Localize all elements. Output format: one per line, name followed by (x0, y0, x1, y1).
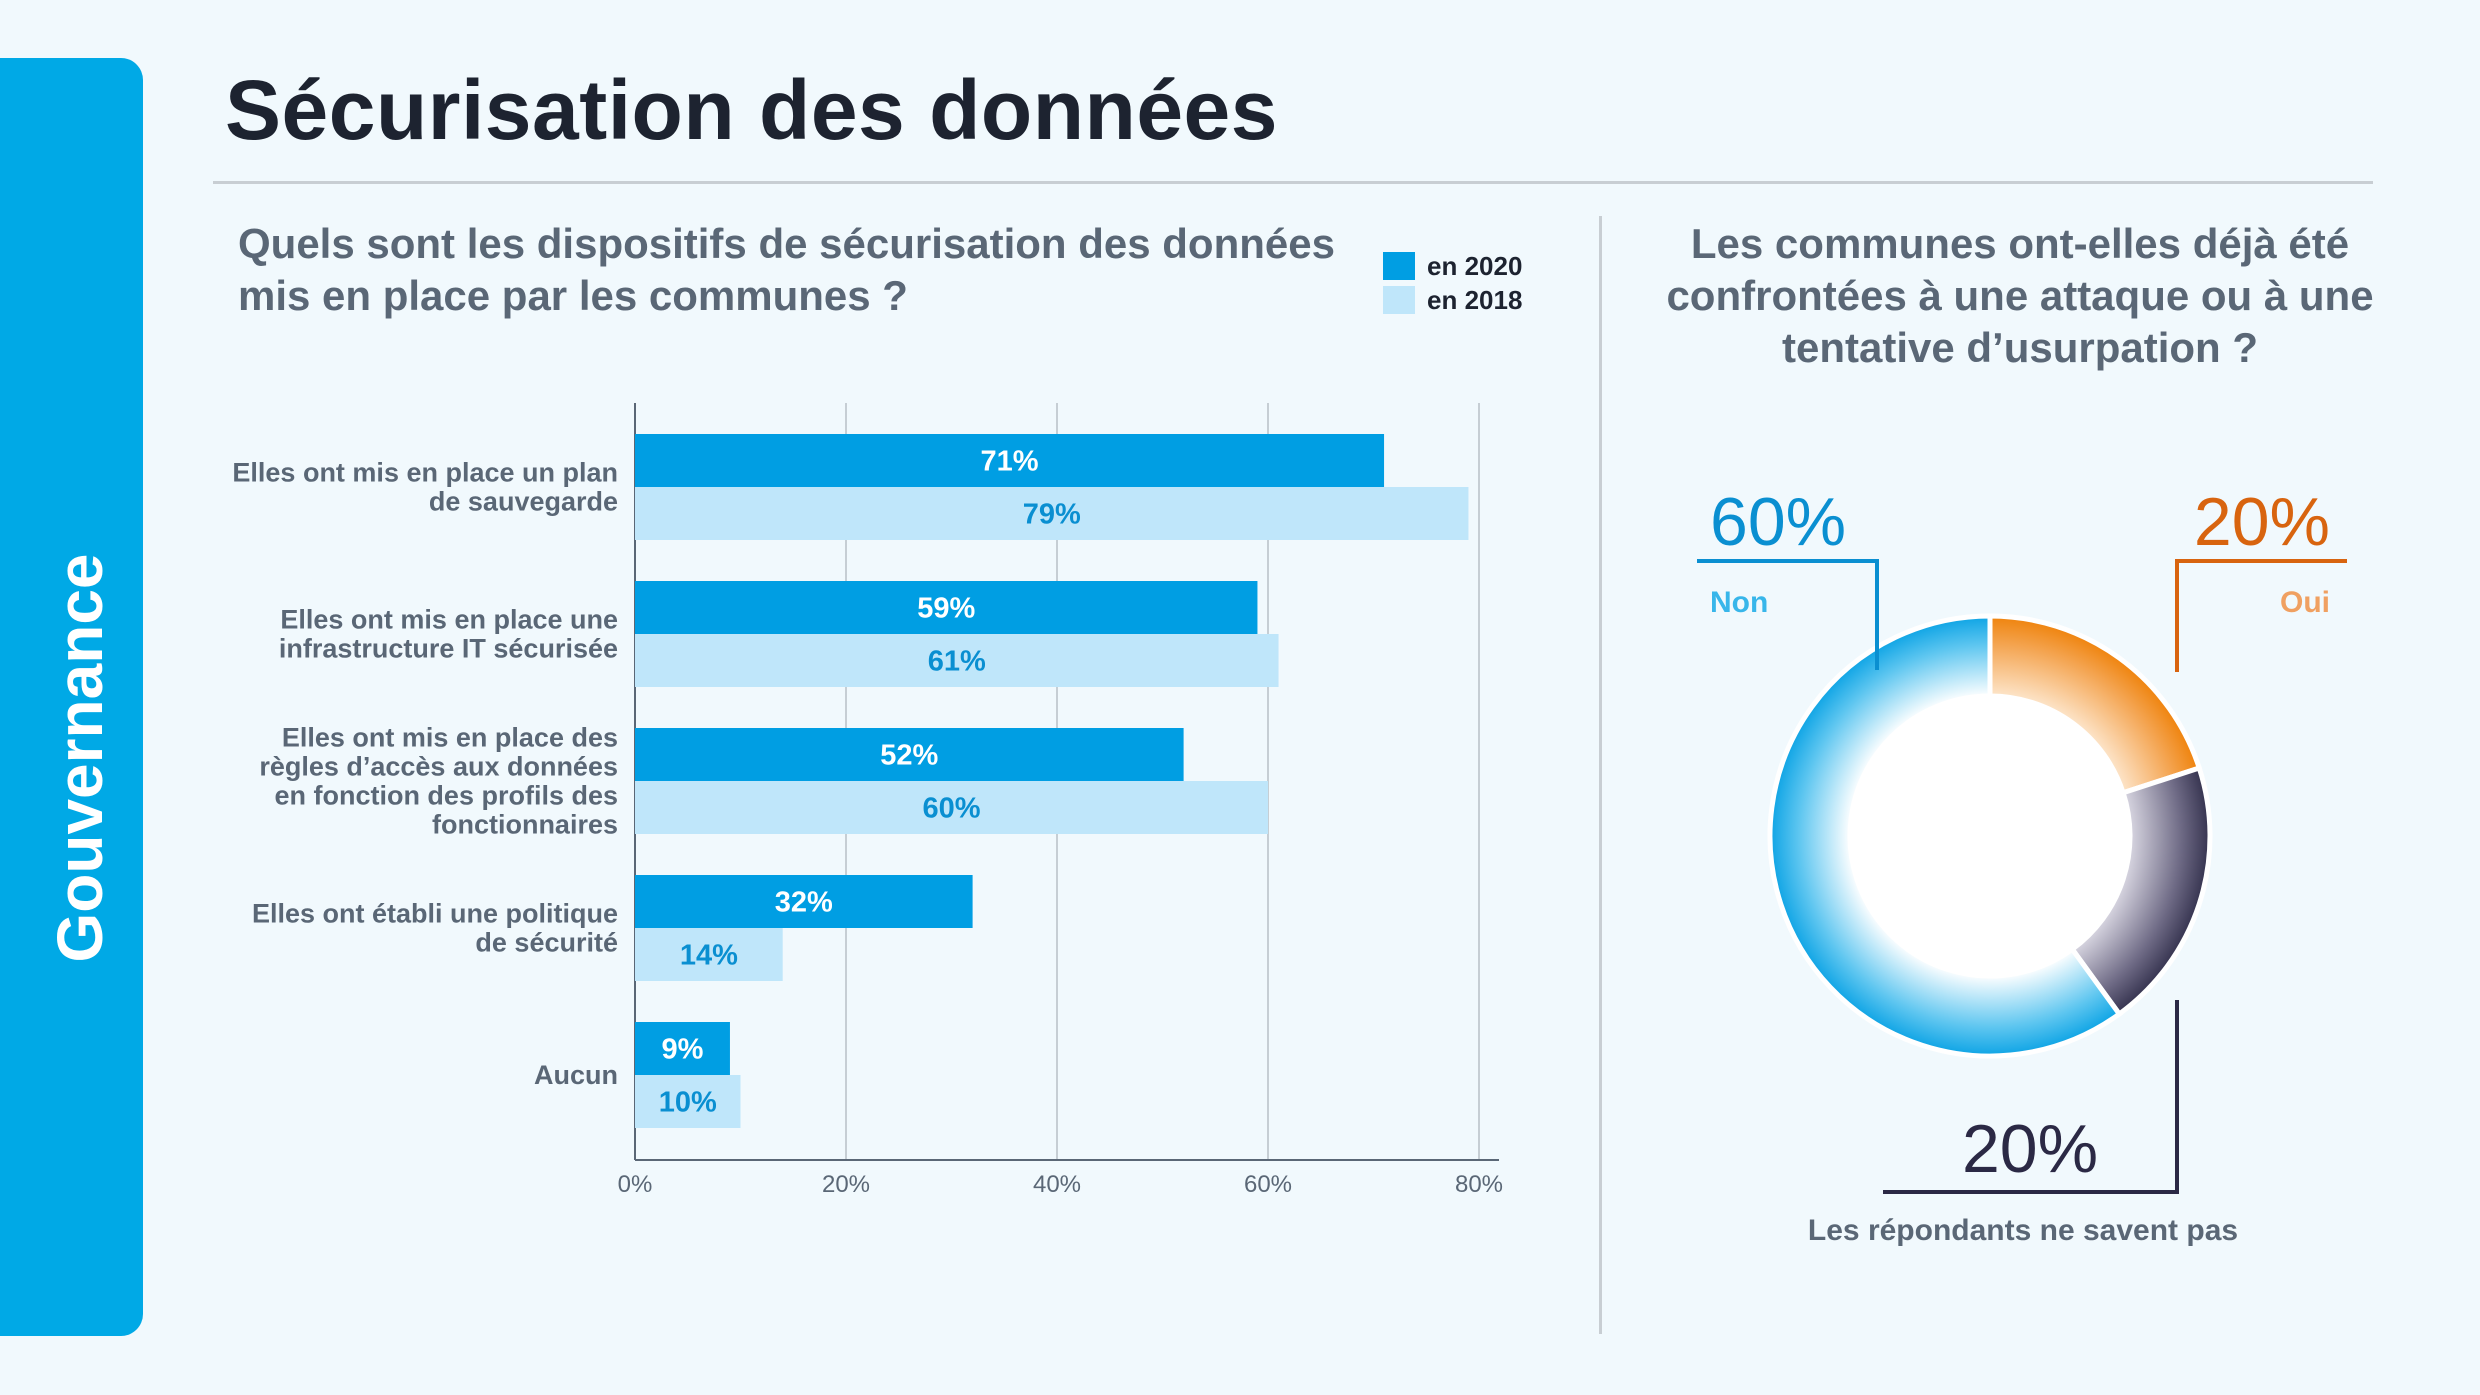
category-label-line: en fonction des profils des (274, 781, 618, 811)
bar-data-label: 71% (981, 446, 1039, 478)
section-divider (1599, 216, 1602, 1334)
callout-line-oui (2175, 559, 2347, 672)
bar-data-label: 79% (1023, 499, 1081, 531)
category-label-line: de sauvegarde (429, 487, 618, 517)
bar-en-2020 (635, 581, 1258, 634)
bar-en-2020 (635, 875, 973, 928)
bar-data-label: 60% (922, 793, 980, 825)
bar-data-label: 61% (928, 646, 986, 678)
category-label: Elles ont mis en place un plan de sauvega… (232, 458, 618, 517)
bar-data-label: 59% (917, 593, 975, 625)
donut-chart-title: Les communes ont-elles déjà été confront… (1666, 220, 2374, 371)
category-label-line: règles d’accès aux données (259, 752, 618, 782)
bar-chart-legend: en 2020 en 2018 (1383, 249, 1522, 317)
category-label: Aucun (534, 1060, 618, 1090)
legend-swatch-2020 (1383, 252, 1415, 280)
category-label-line: Elles ont mis en place un plan (232, 458, 618, 488)
pct-label-oui: 20% (2194, 484, 2330, 560)
pct-label-nsp: 20% (1962, 1111, 2098, 1187)
category-label: Elles ont établi une politique de sécurit… (252, 899, 618, 958)
category-label-line: de sécurité (475, 928, 618, 958)
donut-slice-les (2068, 764, 2213, 1018)
bar-en-2018 (635, 928, 783, 981)
slice-label-non: Non (1710, 586, 1768, 619)
bar-en-2018 (635, 781, 1268, 834)
callout-line-non (1697, 559, 1879, 670)
bar-en-2020 (635, 1022, 730, 1075)
bar-en-2018 (635, 634, 1279, 687)
title-divider (213, 181, 2373, 184)
page-title: Sécurisation des données (225, 63, 1278, 157)
donut-slice-non (1767, 613, 2123, 1059)
bar-data-label: 9% (662, 1034, 704, 1066)
legend-item-2020: en 2020 (1383, 249, 1522, 283)
donut-slice-oui (1987, 613, 2203, 796)
bar-en-2020 (635, 728, 1184, 781)
category-label-line: Elles ont établi une politique (252, 899, 618, 929)
legend-swatch-2018 (1383, 286, 1415, 314)
bar-chart-title: Quels sont les dispositifs de sécurisati… (238, 220, 1335, 319)
bar-en-2018 (635, 487, 1469, 540)
slice-label-oui: Oui (2280, 586, 2330, 619)
callout-line-nsp (1883, 1000, 2179, 1194)
pct-label-non: 60% (1710, 484, 1846, 560)
x-tick-label: 40% (1033, 1171, 1081, 1198)
bar-data-label: 32% (775, 887, 833, 919)
bar-chart: 0% 20% 40% 60% 80% 71% 79% Elles ont mis en pla… (232, 403, 1503, 1198)
legend-label-2018: en 2018 (1427, 284, 1523, 315)
legend-label-2020: en 2020 (1427, 250, 1523, 281)
category-label: Elles ont mis en place une infrastructure… (279, 605, 618, 664)
sidebar-tab: Gouvernance (0, 58, 143, 1336)
bar-en-2020 (635, 434, 1385, 487)
category-label-line: Elles ont mis en place des (282, 723, 618, 753)
bar-data-label: 14% (680, 940, 738, 972)
category-label-line: Aucun (534, 1060, 618, 1090)
x-tick-label: 60% (1244, 1171, 1292, 1198)
x-tick-label: 20% (822, 1171, 870, 1198)
donut-hole (1850, 696, 2130, 976)
category-label-line: Elles ont mis en place une (280, 605, 618, 635)
bar-data-label: 10% (659, 1087, 717, 1119)
x-tick-label: 80% (1455, 1171, 1503, 1198)
bar-en-2018 (635, 1075, 741, 1128)
category-label-line: infrastructure IT sécurisée (279, 634, 618, 664)
legend-item-2018: en 2018 (1383, 283, 1522, 317)
donut-chart: 60% Non 20% Oui 20% Les répondants ne savent … (1697, 484, 2347, 1247)
bar-data-label: 52% (880, 740, 938, 772)
category-label: Elles ont mis en place des règles d’accès… (259, 723, 618, 840)
x-tick-label: 0% (618, 1171, 653, 1198)
category-label-line: fonctionnaires (432, 810, 618, 840)
slice-label-nsp: Les répondants ne savent pas (1808, 1214, 2238, 1247)
